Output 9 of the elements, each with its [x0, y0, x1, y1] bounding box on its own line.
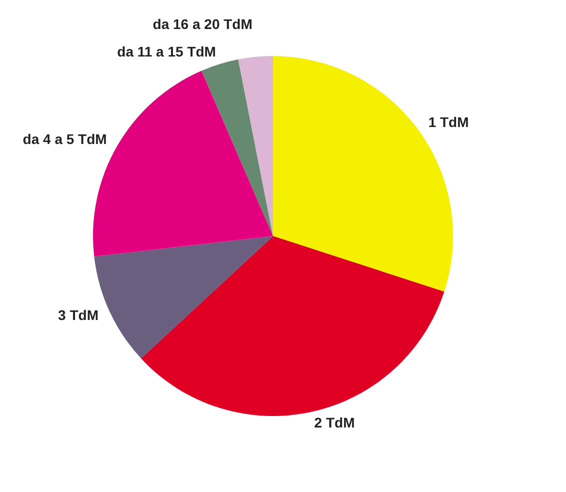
slice-label: da 4 a 5 TdM [22, 130, 107, 147]
pie-slice [238, 56, 273, 236]
slice-label: 2 TdM [314, 414, 355, 431]
slice-label: 1 TdM [428, 114, 469, 130]
slice-label: da 11 a 15 TdM [117, 44, 216, 60]
pie-slice [141, 236, 444, 416]
slice-label: da 16 a 20 TdM [152, 16, 252, 32]
pie-slice [202, 59, 273, 236]
slice-label: 3 TdM [58, 307, 99, 324]
